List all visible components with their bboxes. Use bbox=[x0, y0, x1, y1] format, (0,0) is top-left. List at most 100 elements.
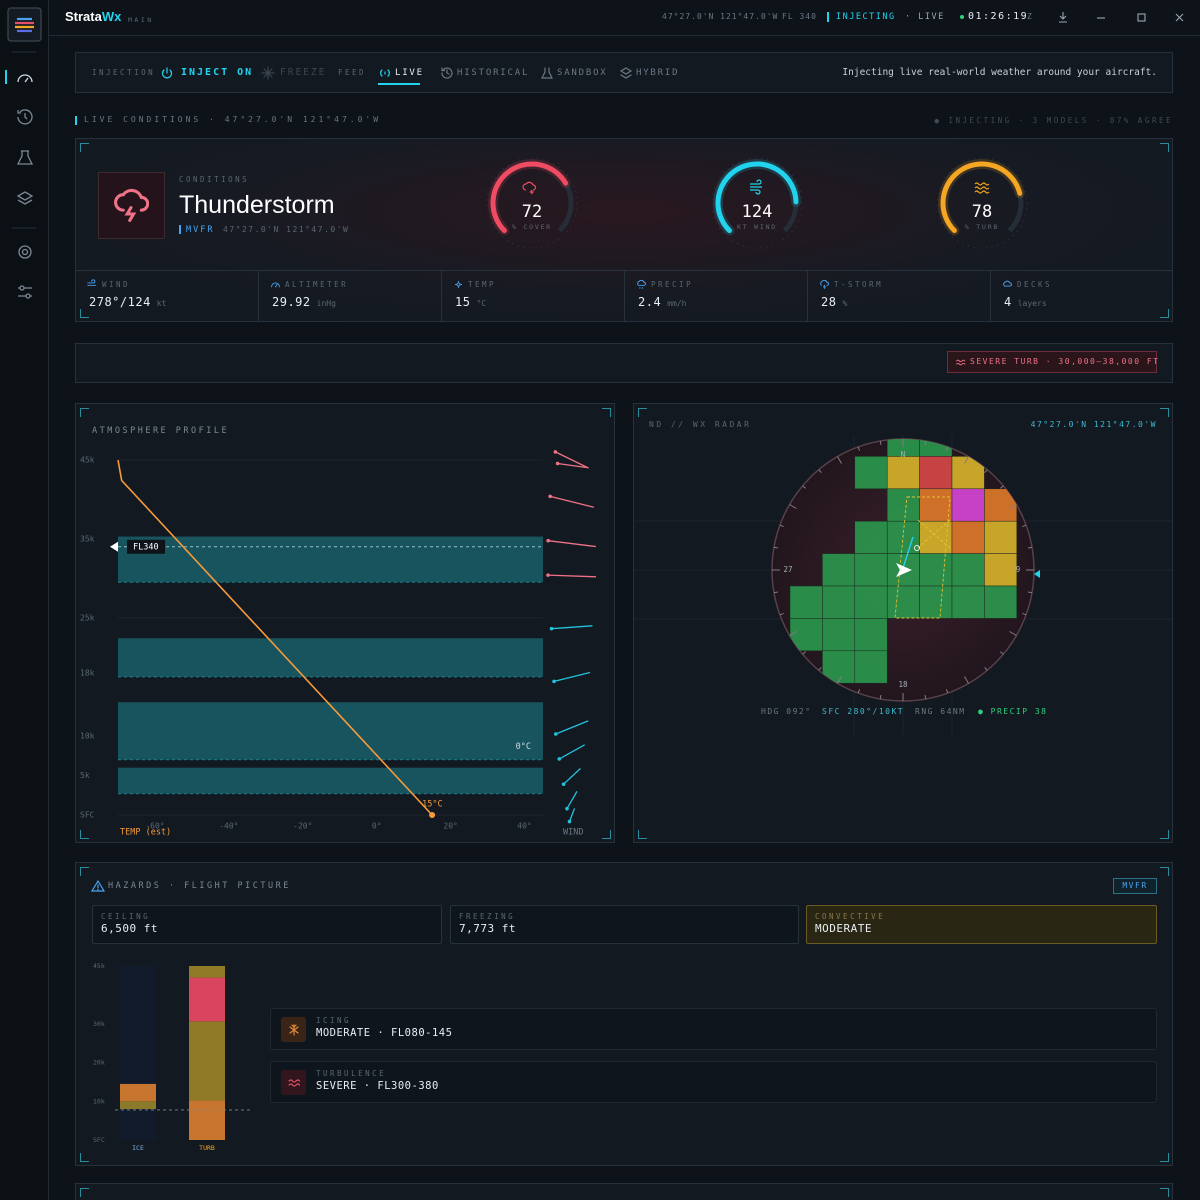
hazard-card-label: FREEZING bbox=[459, 912, 516, 921]
stat-value: 29.92 inHg bbox=[272, 296, 336, 310]
feed-label: FEED bbox=[338, 68, 367, 77]
compass-tick bbox=[1009, 504, 1017, 509]
tab-icon[interactable] bbox=[440, 66, 454, 80]
stat-number: 278°/124 bbox=[89, 295, 151, 309]
gauge-value: 124 bbox=[742, 202, 773, 222]
y-tick-label: 10k bbox=[80, 732, 95, 741]
corner-bracket bbox=[638, 830, 647, 839]
radar-cell bbox=[854, 650, 888, 684]
wind-barb-dot bbox=[553, 732, 558, 736]
compass-tick bbox=[1022, 612, 1027, 616]
wind-barb bbox=[568, 808, 576, 822]
freezing-label: 0°C bbox=[516, 742, 531, 752]
radar-cell bbox=[822, 585, 856, 619]
wind-barb-dot bbox=[565, 806, 569, 811]
wind-barb-dot bbox=[546, 573, 550, 577]
stat-icon-glyph bbox=[637, 279, 646, 289]
radar-title: ND // WX RADAR bbox=[649, 420, 752, 429]
inject-toggle[interactable]: INJECT ON bbox=[181, 67, 254, 78]
stat-label: T-STORM bbox=[834, 280, 884, 289]
stat-icon-glyph bbox=[820, 279, 829, 289]
hazard-card-value: MODERATE bbox=[815, 922, 872, 935]
stat-icon bbox=[271, 282, 280, 288]
hazard-item-icon-glyph bbox=[288, 1079, 301, 1087]
corner-bracket bbox=[638, 408, 647, 417]
hazards-category: MVFR bbox=[1122, 881, 1148, 890]
freeze-icon[interactable] bbox=[261, 66, 275, 80]
maximize-button[interactable] bbox=[1137, 13, 1146, 22]
stat-icon bbox=[87, 279, 97, 286]
compass-tick bbox=[789, 631, 797, 636]
wind-barb bbox=[563, 768, 581, 785]
nav-dashboard[interactable] bbox=[17, 74, 33, 83]
tab-icon[interactable] bbox=[619, 66, 633, 80]
mode-tab[interactable]: HYBRID bbox=[636, 68, 680, 78]
radar-cell bbox=[951, 553, 985, 587]
mode-tab[interactable]: LIVE bbox=[395, 68, 424, 78]
wind-barb-dot bbox=[567, 819, 572, 824]
cloud-layer bbox=[118, 767, 543, 794]
hazard-icon bbox=[91, 879, 105, 892]
radar-surface-wind: SFC 280°/10KT bbox=[822, 707, 905, 716]
column-label: ICE bbox=[132, 1144, 144, 1152]
tab-icon-glyph bbox=[619, 67, 633, 79]
corner-bracket bbox=[80, 408, 89, 417]
compass-tick bbox=[964, 676, 969, 684]
hazard-item-icon bbox=[289, 1024, 299, 1036]
compass-label: 18 bbox=[898, 680, 908, 689]
nav-lab[interactable] bbox=[16, 150, 34, 165]
storm-icon-glyph bbox=[114, 188, 149, 222]
wind-barb bbox=[548, 540, 596, 548]
category-bar bbox=[179, 225, 181, 234]
nav-layers[interactable] bbox=[16, 191, 34, 205]
workspace-tag: MAIN bbox=[128, 16, 154, 24]
waypoint bbox=[914, 545, 920, 551]
injection-label: INJECTION bbox=[92, 68, 156, 77]
download-button[interactable] bbox=[1059, 12, 1067, 23]
radar-precip: ● PRECIP 38 bbox=[978, 707, 1048, 716]
nav-history[interactable] bbox=[17, 109, 33, 125]
compass-tick bbox=[945, 689, 949, 694]
stat-divider bbox=[441, 271, 442, 321]
y-tick-label: SFC bbox=[93, 1136, 105, 1144]
hazard-item-label: ICING bbox=[316, 1016, 352, 1025]
y-tick-label: 20k bbox=[93, 1059, 105, 1067]
hazard-columns: 45k 30k 20k 10k SFC ICE TURB bbox=[93, 962, 250, 1152]
stat-icon bbox=[820, 279, 829, 289]
corner-bracket bbox=[1160, 1188, 1169, 1197]
topbar bbox=[48, 0, 1200, 36]
conditions-coords: 47°27.0'N 121°47.0'W bbox=[223, 225, 350, 234]
close-button[interactable] bbox=[1175, 13, 1184, 22]
power-icon[interactable] bbox=[160, 66, 174, 80]
conditions-label: CONDITIONS bbox=[179, 175, 250, 184]
radar-cell bbox=[886, 585, 920, 619]
y-tick-label: 45k bbox=[80, 456, 95, 465]
stat-label: TEMP bbox=[468, 280, 497, 289]
y-tick-label: 35k bbox=[80, 534, 95, 543]
radar-cells bbox=[789, 439, 1018, 684]
compass-tick bbox=[837, 456, 842, 464]
aircraft bbox=[896, 563, 912, 577]
profile-title: ATMOSPHERE PROFILE bbox=[92, 426, 230, 436]
x-tick-label: -20° bbox=[293, 822, 312, 831]
stat-icon-glyph bbox=[1003, 280, 1012, 287]
compass-tick bbox=[837, 676, 842, 684]
freeze-icon-glyph bbox=[261, 66, 275, 80]
hazard-item-value: MODERATE · FL080-145 bbox=[316, 1027, 453, 1039]
tab-icon[interactable] bbox=[540, 66, 554, 80]
radar-heading: HDG 092° bbox=[761, 707, 812, 716]
logo[interactable] bbox=[7, 7, 42, 42]
stat-icon bbox=[454, 280, 463, 289]
top-mode: · LIVE bbox=[905, 12, 945, 22]
freeze-toggle[interactable]: FREEZE bbox=[280, 67, 327, 78]
mode-tab[interactable]: SANDBOX bbox=[557, 68, 608, 78]
hazard-segment bbox=[120, 1083, 156, 1102]
stat-unit: °C bbox=[476, 299, 487, 308]
condition-icon-box bbox=[98, 172, 165, 239]
radar-cell bbox=[854, 553, 888, 587]
stat-value: 2.4 mm/h bbox=[638, 296, 686, 310]
tab-icon[interactable] bbox=[378, 66, 392, 80]
nav-radar[interactable] bbox=[18, 245, 32, 259]
mode-tab[interactable]: HISTORICAL bbox=[457, 68, 530, 78]
